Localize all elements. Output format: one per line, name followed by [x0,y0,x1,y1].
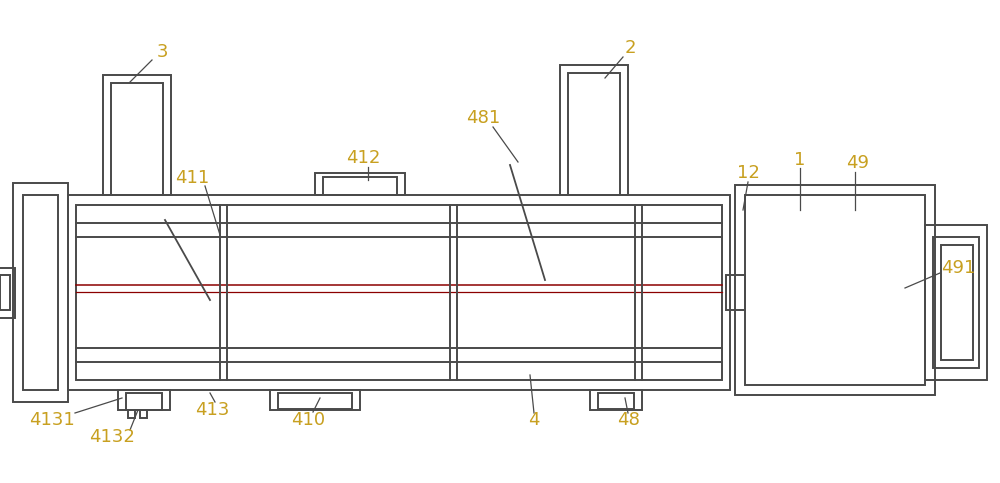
Bar [315,173,405,195]
Text: 1: 1 [794,151,806,169]
Text: 410: 410 [291,411,325,429]
Text: 3: 3 [156,43,168,61]
Text: 48: 48 [617,411,639,429]
Bar [0,268,15,318]
Bar [23,195,58,390]
Bar [111,83,163,195]
Text: 411: 411 [175,169,209,187]
Bar [735,185,935,395]
Text: 481: 481 [466,109,500,127]
Bar [726,275,745,310]
Bar [13,183,68,402]
Bar [568,73,620,195]
Bar [76,205,722,380]
Text: 4: 4 [528,411,540,429]
Text: 2: 2 [624,39,636,57]
Bar [560,65,628,195]
Bar [941,245,973,360]
Bar [598,393,634,409]
Text: 491: 491 [941,259,975,277]
Bar [590,390,642,410]
Bar [68,195,730,390]
Bar [278,393,352,409]
Text: 4131: 4131 [29,411,75,429]
Bar [140,410,147,418]
Text: 49: 49 [846,154,870,172]
Bar [118,390,170,410]
Text: 412: 412 [346,149,380,167]
Bar [925,225,987,380]
Text: 4132: 4132 [89,428,135,446]
Bar [126,393,162,410]
Bar [0,275,10,310]
Bar [103,75,171,195]
Text: 413: 413 [195,401,229,419]
Bar [270,390,360,410]
Bar [745,195,925,385]
Bar [323,177,397,195]
Text: 12: 12 [737,164,759,182]
Bar [933,237,979,368]
Bar [128,410,135,418]
